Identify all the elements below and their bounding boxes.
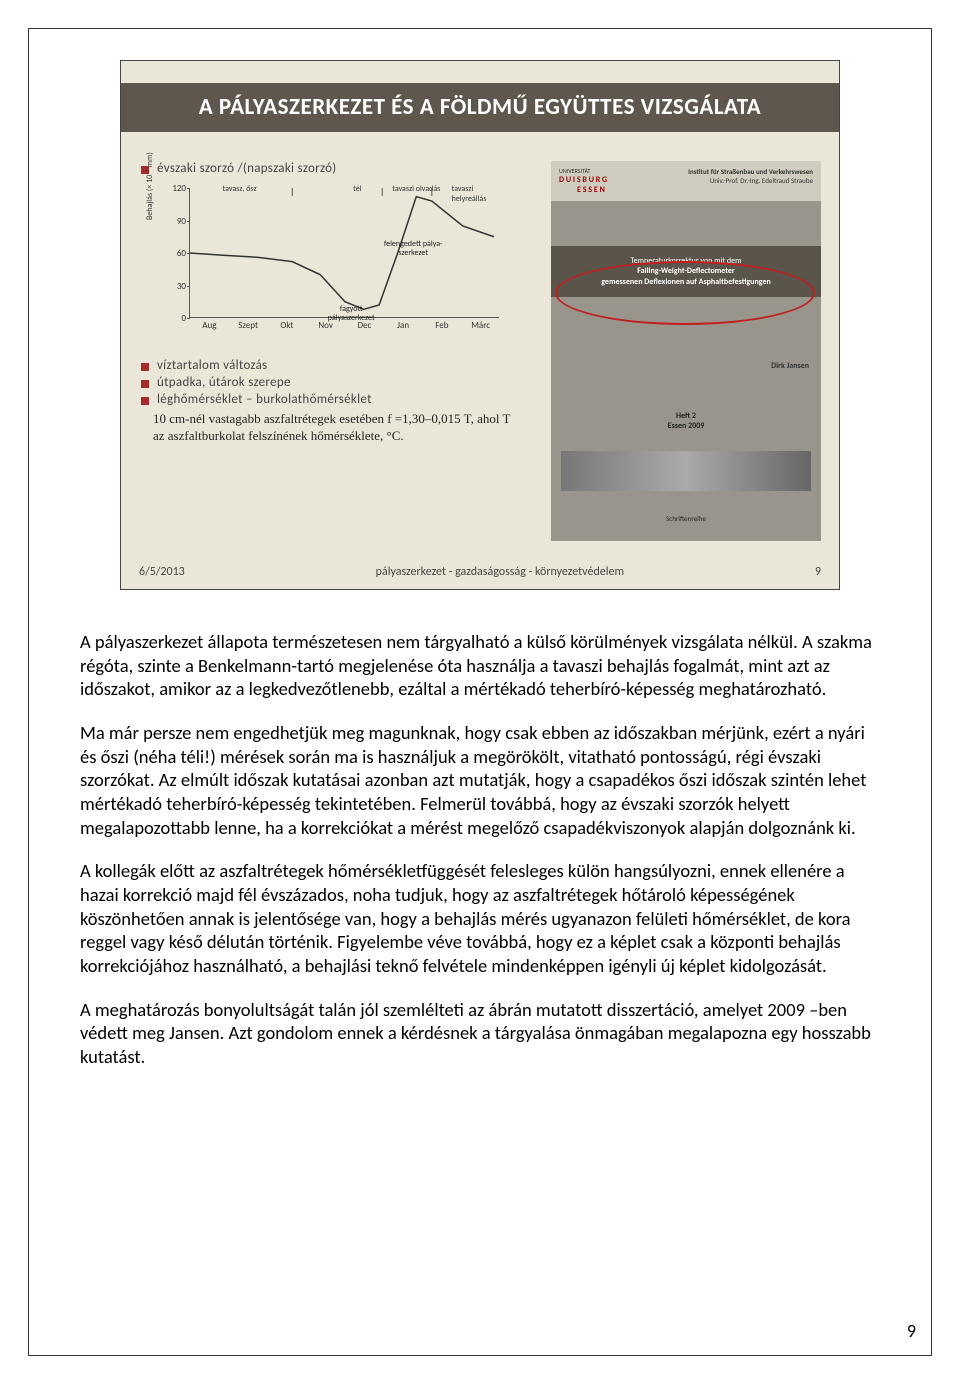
bullet-marker-icon xyxy=(141,363,149,371)
bullet-3: útpadka, útárok szerepe xyxy=(139,375,821,390)
bullet-marker-icon xyxy=(141,380,149,388)
slide-body: évszaki szorzó /(napszaki szorzó) Behajl… xyxy=(139,159,821,445)
formula-note: 10 cm-nél vastagabb aszfaltrétegek eseté… xyxy=(153,411,523,445)
slide-footer: 6/5/2013 pályaszerkezet - gazdaságosság … xyxy=(139,565,821,579)
chart-plot-area: 0306090120AugSzeptOktNovDecJanFebMárctav… xyxy=(189,188,499,318)
paragraph-4: A meghatározás bonyolultságát talán jól … xyxy=(80,998,880,1069)
paragraph-3: A kollegák előtt az aszfaltrétegek hőmér… xyxy=(80,859,880,977)
bullet-marker-icon xyxy=(141,397,149,405)
bullet-1: évszaki szorzó /(napszaki szorzó) xyxy=(139,161,821,176)
chart-xtick: Márc xyxy=(471,320,490,331)
body-text: A pályaszerkezet állapota természetesen … xyxy=(80,630,880,1069)
bullet-2: víztartalom változás xyxy=(139,358,821,373)
embedded-slide: A PÁLYASZERKEZET ÉS A FÖLDMŰ EGYÜTTES VI… xyxy=(120,60,840,590)
bullet-2-label: víztartalom változás xyxy=(157,358,821,373)
bullets-lower: víztartalom változás útpadka, útárok sze… xyxy=(139,358,821,407)
chart-ylabel: Behajlás (× 10⁻² mm) xyxy=(145,152,155,220)
paragraph-2: Ma már persze nem engedhetjük meg magunk… xyxy=(80,721,880,839)
chart-line xyxy=(190,188,500,318)
chart-top-label: tél xyxy=(353,184,361,194)
chart-xtick: Szept xyxy=(238,320,258,331)
chart-ytick: 90 xyxy=(166,216,186,227)
slide-title: A PÁLYASZERKEZET ÉS A FÖLDMŰ EGYÜTTES VI… xyxy=(121,83,839,132)
chart-ytick: 0 xyxy=(166,313,186,324)
chart-ytick: 30 xyxy=(166,281,186,292)
chart-top-label: tavasz, ősz xyxy=(223,184,257,194)
chart-xtick: Aug xyxy=(202,320,216,331)
chart-top-label: tavaszi helyreállás xyxy=(452,184,487,204)
seasonal-chart: Behajlás (× 10⁻² mm) 0306090120AugSzeptO… xyxy=(153,180,523,350)
chart-ytick: 60 xyxy=(166,248,186,259)
page-content: A PÁLYASZERKEZET ÉS A FÖLDMŰ EGYÜTTES VI… xyxy=(80,60,880,1089)
bullet-4-label: léghőmérséklet – burkolathőmérséklet xyxy=(157,392,821,407)
bullet-4: léghőmérséklet – burkolathőmérséklet xyxy=(139,392,821,407)
footer-center: pályaszerkezet - gazdaságosság - környez… xyxy=(376,565,624,579)
ref-photo-strip xyxy=(561,451,811,491)
chart-annotation: felengedett pálya-szerkezet xyxy=(383,240,443,258)
footer-date: 6/5/2013 xyxy=(139,565,185,579)
page-number: 9 xyxy=(907,1320,916,1342)
chart-xtick: Jan xyxy=(397,320,409,331)
chart-ytick: 120 xyxy=(166,183,186,194)
ref-series: Schriftenreihe xyxy=(551,514,821,523)
paragraph-1: A pályaszerkezet állapota természetesen … xyxy=(80,630,880,701)
chart-top-label: tavaszi olvadás xyxy=(392,184,440,194)
chart-annotation: fagyott pályaszerkezet xyxy=(321,305,381,323)
footer-page: 9 xyxy=(815,565,821,579)
bullet-3-label: útpadka, útárok szerepe xyxy=(157,375,821,390)
chart-xtick: Okt xyxy=(280,320,293,331)
bullet-1-label: évszaki szorzó /(napszaki szorzó) xyxy=(157,161,821,176)
chart-xtick: Feb xyxy=(435,320,448,331)
